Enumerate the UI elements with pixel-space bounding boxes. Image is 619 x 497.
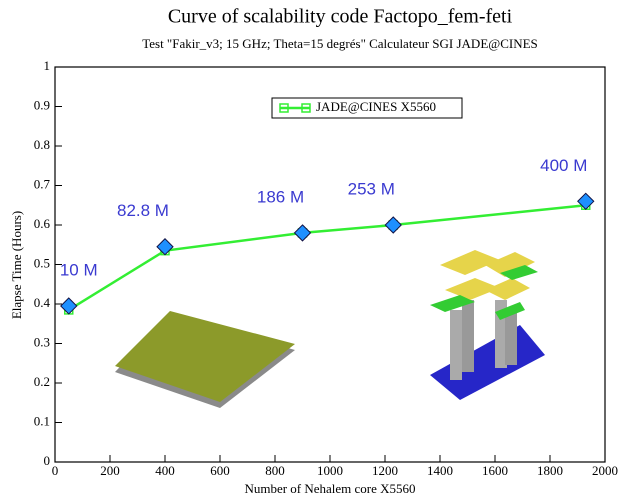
point-label: 186 M	[257, 187, 304, 206]
point-marker	[384, 216, 402, 234]
y-axis-label: Elapse Time (Hours)	[9, 211, 24, 319]
legend-marker	[279, 103, 289, 113]
legend-label: JADE@CINES X5560	[316, 99, 436, 114]
chart-subtitle: Test "Fakir_v3; 15 GHz; Theta=15 degrés"…	[142, 36, 538, 51]
y-tick-label: 0.3	[34, 334, 50, 349]
y-tick-label: 0.9	[34, 97, 50, 112]
x-tick-label: 200	[100, 463, 120, 478]
y-tick-label: 1	[44, 58, 51, 73]
y-tick-label: 0	[44, 453, 51, 468]
antenna-model	[430, 250, 545, 400]
chart-title: Curve of scalability code Factopo_fem-fe…	[168, 6, 513, 28]
y-tick-label: 0.8	[34, 137, 50, 152]
point-label: 82.8 M	[117, 201, 169, 220]
y-tick-label: 0.2	[34, 374, 50, 389]
point-marker	[156, 238, 174, 256]
x-tick-label: 1200	[372, 463, 398, 478]
x-tick-label: 400	[155, 463, 175, 478]
x-tick-label: 1000	[317, 463, 343, 478]
x-axis-label: Number of Nehalem core X5560	[244, 481, 415, 496]
mesh-plate	[115, 311, 295, 408]
y-tick-label: 0.1	[34, 413, 50, 428]
point-marker	[293, 224, 312, 242]
point-label: 400 M	[540, 156, 587, 175]
y-tick-label: 0.4	[34, 295, 51, 310]
legend-box	[271, 97, 463, 119]
y-tick-label: 0.6	[34, 216, 51, 231]
x-tick-label: 1400	[427, 463, 453, 478]
point-marker	[577, 192, 595, 211]
x-tick-label: 600	[210, 463, 230, 478]
point-marker	[60, 297, 78, 315]
y-tick-label: 0.7	[34, 176, 51, 191]
x-tick-label: 2000	[592, 463, 618, 478]
point-label: 253 M	[348, 179, 395, 198]
x-tick-label: 1800	[537, 463, 563, 478]
x-tick-label: 800	[265, 463, 285, 478]
point-label: 10 M	[60, 260, 98, 279]
legend-marker	[301, 103, 311, 113]
y-tick-label: 0.5	[34, 255, 50, 270]
x-tick-label: 1600	[482, 463, 508, 478]
x-tick-label: 0	[52, 463, 59, 478]
